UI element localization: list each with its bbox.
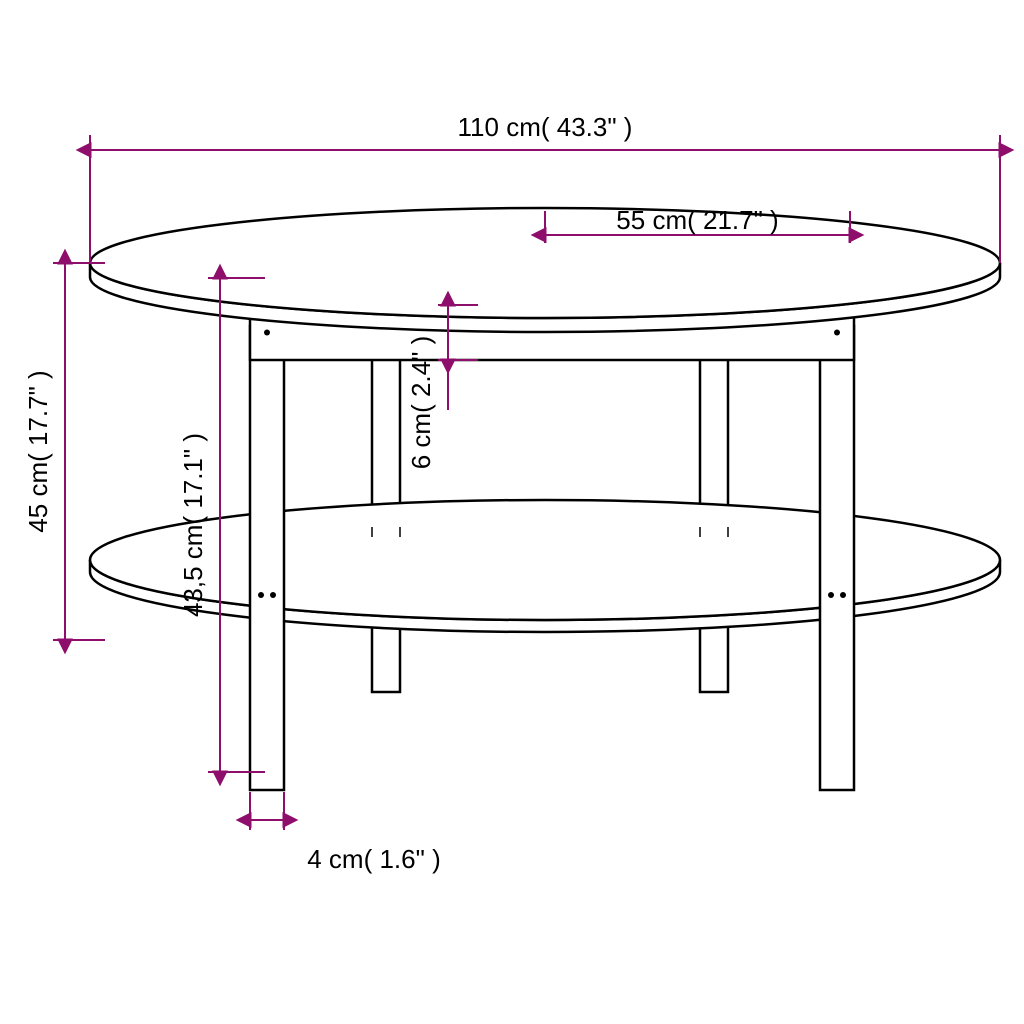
dimension-label: 43,5 cm( 17.1" ) — [178, 433, 208, 617]
dimension-label: 45 cm( 17.7" ) — [23, 370, 53, 532]
dimension-label: 4 cm( 1.6" ) — [307, 844, 440, 874]
front-leg — [820, 326, 854, 790]
screw-dot — [840, 592, 846, 598]
dimension-label: 6 cm( 2.4" ) — [406, 336, 436, 469]
shelf-top — [90, 500, 1000, 620]
dimension-label: 55 cm( 21.7" ) — [616, 205, 778, 235]
front-leg — [250, 326, 284, 790]
screw-dot — [258, 592, 264, 598]
dimension-label: 110 cm( 43.3" ) — [458, 112, 633, 142]
screw-dot — [270, 592, 276, 598]
screw-dot — [828, 592, 834, 598]
